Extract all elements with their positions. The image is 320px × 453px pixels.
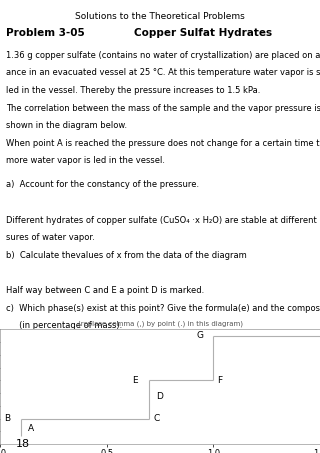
Text: 1.36 g copper sulfate (contains no water of crystallization) are placed on a bal: 1.36 g copper sulfate (contains no water… <box>6 51 320 60</box>
Text: C: C <box>154 414 160 423</box>
Text: D: D <box>156 392 163 401</box>
Text: c)  Which phase(s) exist at this point? Give the formula(e) and the composition: c) Which phase(s) exist at this point? G… <box>6 304 320 313</box>
Text: led in the vessel. Thereby the pressure increases to 1.5 kPa.: led in the vessel. Thereby the pressure … <box>6 86 261 95</box>
Text: b)  Calculate thevalues of x from the data of the diagram: b) Calculate thevalues of x from the dat… <box>6 251 247 260</box>
Text: (in percentage of mass).: (in percentage of mass). <box>6 322 123 331</box>
Text: Copper Sulfat Hydrates: Copper Sulfat Hydrates <box>134 28 273 39</box>
Text: (replase comma (,) by point (.) in this diagram): (replase comma (,) by point (.) in this … <box>77 321 243 327</box>
Text: B: B <box>4 414 10 423</box>
Text: Half way between C and E a point D is marked.: Half way between C and E a point D is ma… <box>6 286 205 295</box>
Text: A: A <box>28 424 34 433</box>
Text: shown in the diagram below.: shown in the diagram below. <box>6 121 128 130</box>
Text: sures of water vapor.: sures of water vapor. <box>6 233 95 242</box>
Text: When point A is reached the pressure does not change for a certain time though: When point A is reached the pressure doe… <box>6 139 320 148</box>
Text: Solutions to the Theoretical Problems: Solutions to the Theoretical Problems <box>75 12 245 21</box>
Text: 18: 18 <box>16 439 30 449</box>
Text: ance in an evacuated vessel at 25 °C. At this temperature water vapor is slowly: ance in an evacuated vessel at 25 °C. At… <box>6 68 320 77</box>
Text: a)  Account for the constancy of the pressure.: a) Account for the constancy of the pres… <box>6 180 200 189</box>
Text: E: E <box>132 376 138 385</box>
Text: d)  How does the diagram change when the temperature is increased, e.g. to: d) How does the diagram change when the … <box>6 339 320 348</box>
Text: F: F <box>218 376 223 385</box>
Text: more water vapor is led in the vessel.: more water vapor is led in the vessel. <box>6 156 165 165</box>
Text: G: G <box>196 331 203 340</box>
Text: 30 °C?: 30 °C? <box>6 357 47 366</box>
Text: Different hydrates of copper sulfate (CuSO₄ ·x H₂O) are stable at different pres: Different hydrates of copper sulfate (Cu… <box>6 216 320 225</box>
Text: The correlation between the mass of the sample and the vapor pressure is: The correlation between the mass of the … <box>6 104 320 113</box>
Text: Problem 3-05: Problem 3-05 <box>6 28 85 39</box>
